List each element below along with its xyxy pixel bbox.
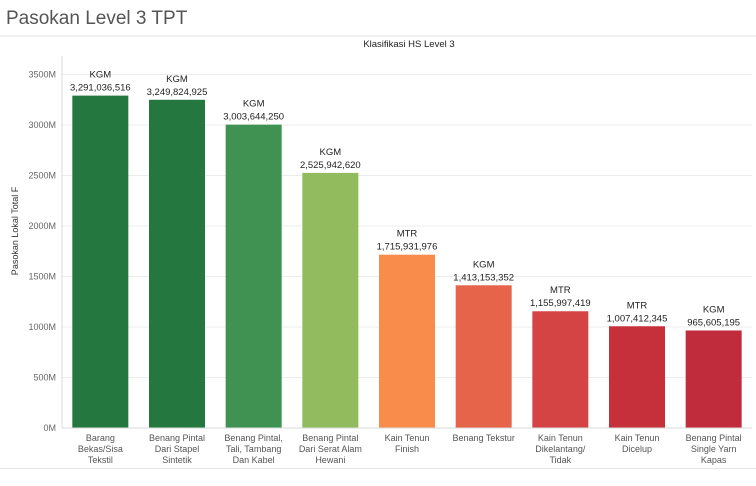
y-axis-title-group: Pasokan Lokal Total F: [10, 186, 20, 275]
y-tick-label: 1500M: [28, 272, 56, 282]
bar[interactable]: [532, 311, 589, 428]
x-tick-label: Kapas: [701, 455, 727, 465]
y-axis-ticks: 0M 500M 1000M 1500M 2000M 2500M 3000M 3500M: [28, 70, 56, 434]
bar[interactable]: [225, 124, 282, 428]
bars: [72, 95, 742, 428]
data-label-value: 2,525,942,620: [300, 160, 361, 171]
data-label-unit: KGM: [90, 70, 112, 81]
x-tick-label: Dicelup: [622, 444, 652, 454]
data-label-unit: KGM: [320, 147, 342, 158]
data-label-unit: MTR: [627, 300, 648, 311]
x-tick-label: Tidak: [549, 455, 571, 465]
y-axis-title: Pasokan Lokal Total F: [10, 186, 20, 275]
y-tick-label: 500M: [33, 373, 56, 383]
y-tick-label: 3000M: [28, 120, 56, 130]
x-tick-label: Benang Pintal: [302, 433, 358, 443]
x-tick-label: Kain Tenun: [385, 433, 430, 443]
data-label-unit: KGM: [703, 304, 725, 315]
data-labels: KGM 3,291,036,516 KGM 3,249,824,925 KGM 3,003…: [70, 70, 740, 329]
y-tick-label: 1000M: [28, 322, 56, 332]
x-tick-label: Benang Pintal: [149, 433, 205, 443]
x-tick-label: Tekstil: [88, 455, 113, 465]
x-tick-label: Kain Tenun: [538, 433, 583, 443]
data-label-value: 1,413,153,352: [453, 272, 514, 283]
y-tick-label: 0M: [43, 423, 56, 433]
x-tick-label: Hewani: [315, 455, 345, 465]
x-tick-label: Dari Stapel: [155, 444, 200, 454]
page-title: Pasokan Level 3 TPT: [6, 8, 188, 29]
bar[interactable]: [685, 330, 742, 428]
bar[interactable]: [72, 95, 129, 428]
bar[interactable]: [302, 172, 359, 428]
x-tick-label: Barang: [86, 433, 115, 443]
data-label-value: 965,605,195: [687, 317, 740, 328]
y-tick-label: 2500M: [28, 171, 56, 181]
data-label-unit: KGM: [166, 74, 188, 85]
x-tick-label: Single Yarn: [691, 444, 737, 454]
x-tick-label: Benang Pintal: [686, 433, 742, 443]
bottom-divider: [0, 468, 756, 469]
bar[interactable]: [379, 254, 435, 428]
x-tick-label: Finish: [395, 444, 419, 454]
x-tick-label: Dan Kabel: [233, 455, 275, 465]
y-tick-label: 2000M: [28, 221, 56, 231]
x-tick-label: Tali, Tambang: [226, 444, 281, 454]
x-tick-label: Benang Pintal,: [224, 433, 283, 443]
x-tick-label: Benang Tekstur: [452, 433, 514, 443]
y-tick-label: 3500M: [28, 70, 56, 80]
data-label-value: 3,003,644,250: [223, 112, 284, 123]
x-tick-label: Dikelantang/: [535, 444, 586, 454]
data-label-unit: KGM: [243, 99, 265, 110]
data-label-value: 3,249,824,925: [147, 87, 208, 98]
x-tick-label: Kain Tenun: [615, 433, 660, 443]
bar[interactable]: [455, 285, 512, 428]
x-tick-label: Sintetik: [162, 455, 192, 465]
data-label-value: 1,155,997,419: [530, 298, 591, 309]
chart-title: Klasifikasi HS Level 3: [363, 39, 454, 50]
data-label-unit: MTR: [550, 285, 571, 296]
data-label-unit: KGM: [473, 259, 495, 270]
data-label-value: 3,291,036,516: [70, 83, 131, 94]
x-tick-label: Dari Serat Alam: [299, 444, 362, 454]
bar[interactable]: [609, 326, 665, 428]
data-label-unit: MTR: [397, 229, 418, 240]
data-label-value: 1,007,412,345: [607, 313, 668, 324]
data-label-value: 1,715,931,976: [377, 242, 438, 253]
x-tick-label: Bekas/Sisa: [78, 444, 123, 454]
bar[interactable]: [149, 99, 205, 428]
